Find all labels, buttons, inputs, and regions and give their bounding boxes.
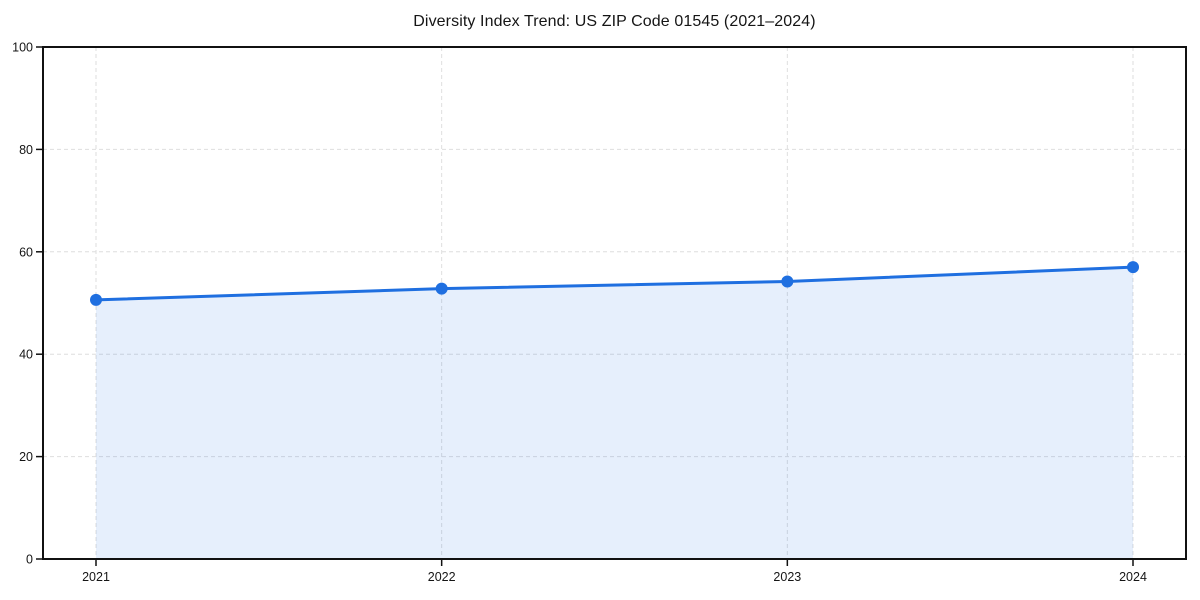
data-point-2022: [435, 282, 448, 295]
y-tick-label-20: 20: [19, 450, 33, 464]
chart-title: Diversity Index Trend: US ZIP Code 01545…: [413, 13, 816, 30]
data-point-2023: [781, 275, 794, 288]
y-tick-label-80: 80: [19, 143, 33, 157]
x-tick-label-2022: 2022: [428, 570, 456, 584]
data-point-2021: [90, 293, 102, 306]
y-tick-label-60: 60: [19, 245, 33, 259]
x-tick-label-2021: 2021: [82, 570, 110, 584]
area-fill: [96, 267, 1133, 559]
data-point-2024: [1127, 261, 1139, 274]
y-tick-label-100: 100: [12, 41, 33, 55]
x-tick-label-2023: 2023: [773, 570, 801, 584]
trend-line: [94, 265, 1135, 302]
x-tick-label-2024: 2024: [1119, 570, 1147, 584]
y-tick-label-40: 40: [19, 348, 33, 362]
y-tick-label-0: 0: [26, 553, 33, 567]
plot-border: [42, 46, 1187, 560]
